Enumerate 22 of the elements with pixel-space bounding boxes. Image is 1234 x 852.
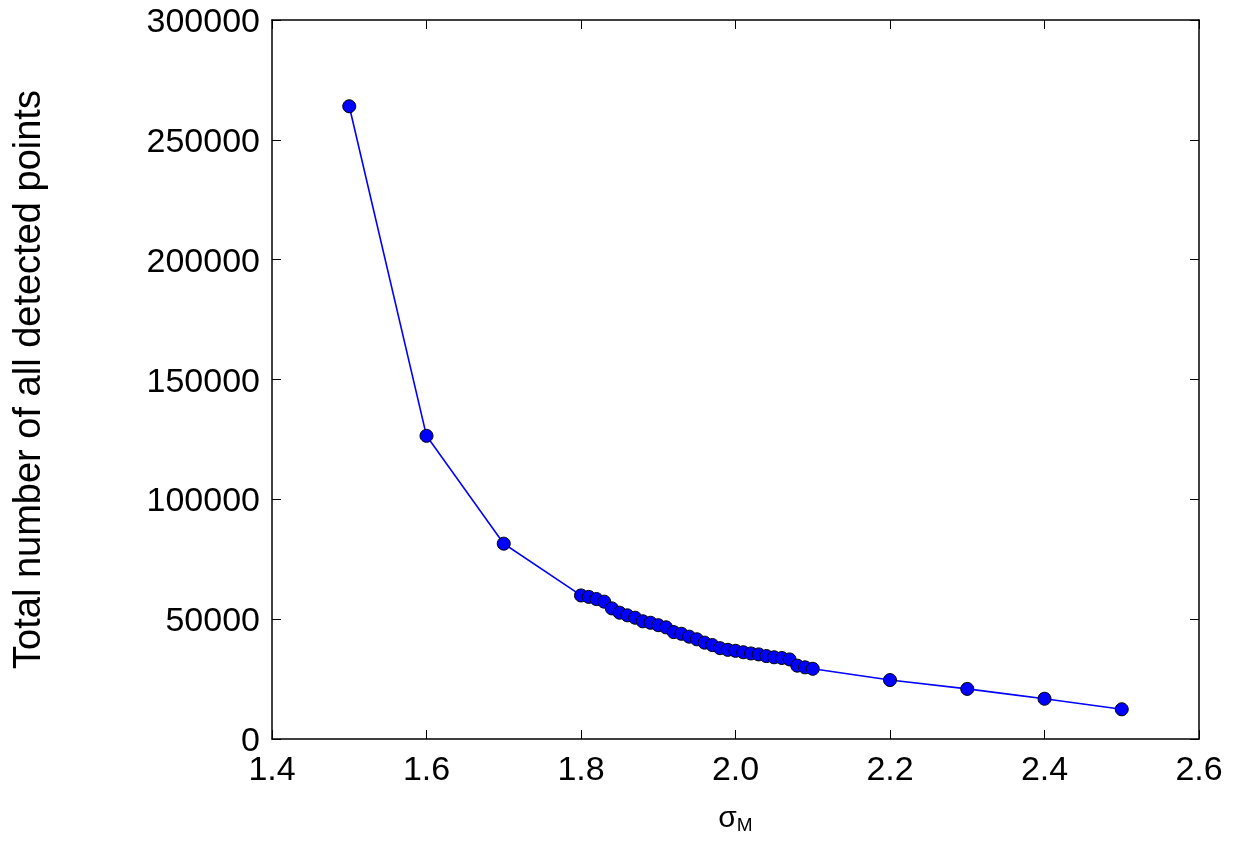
y-tick-label: 0 — [241, 720, 260, 758]
x-tick-label: 2.6 — [1175, 749, 1223, 787]
y-tick-label: 50000 — [165, 600, 260, 639]
y-axis-title: Total number of all detected points — [6, 90, 48, 669]
point — [805, 661, 820, 676]
y-tick-label: 150000 — [146, 360, 260, 399]
point — [960, 681, 975, 696]
x-tick-label: 1.6 — [402, 749, 451, 787]
y-tick-label: 100000 — [146, 480, 260, 519]
point — [1114, 702, 1129, 717]
x-tick-label: 2.4 — [1020, 749, 1069, 787]
y-tick-label: 250000 — [146, 120, 260, 159]
point — [496, 536, 511, 551]
point — [883, 673, 897, 688]
y-tick-label: 300000 — [146, 1, 260, 39]
x-tick-label: 2.0 — [711, 749, 760, 787]
point — [1037, 691, 1052, 706]
point — [342, 99, 357, 114]
point — [419, 428, 434, 443]
y-tick-label: 200000 — [146, 240, 260, 279]
x-tick-label: 1.8 — [557, 749, 605, 787]
x-tick-label: 2.2 — [866, 749, 914, 787]
